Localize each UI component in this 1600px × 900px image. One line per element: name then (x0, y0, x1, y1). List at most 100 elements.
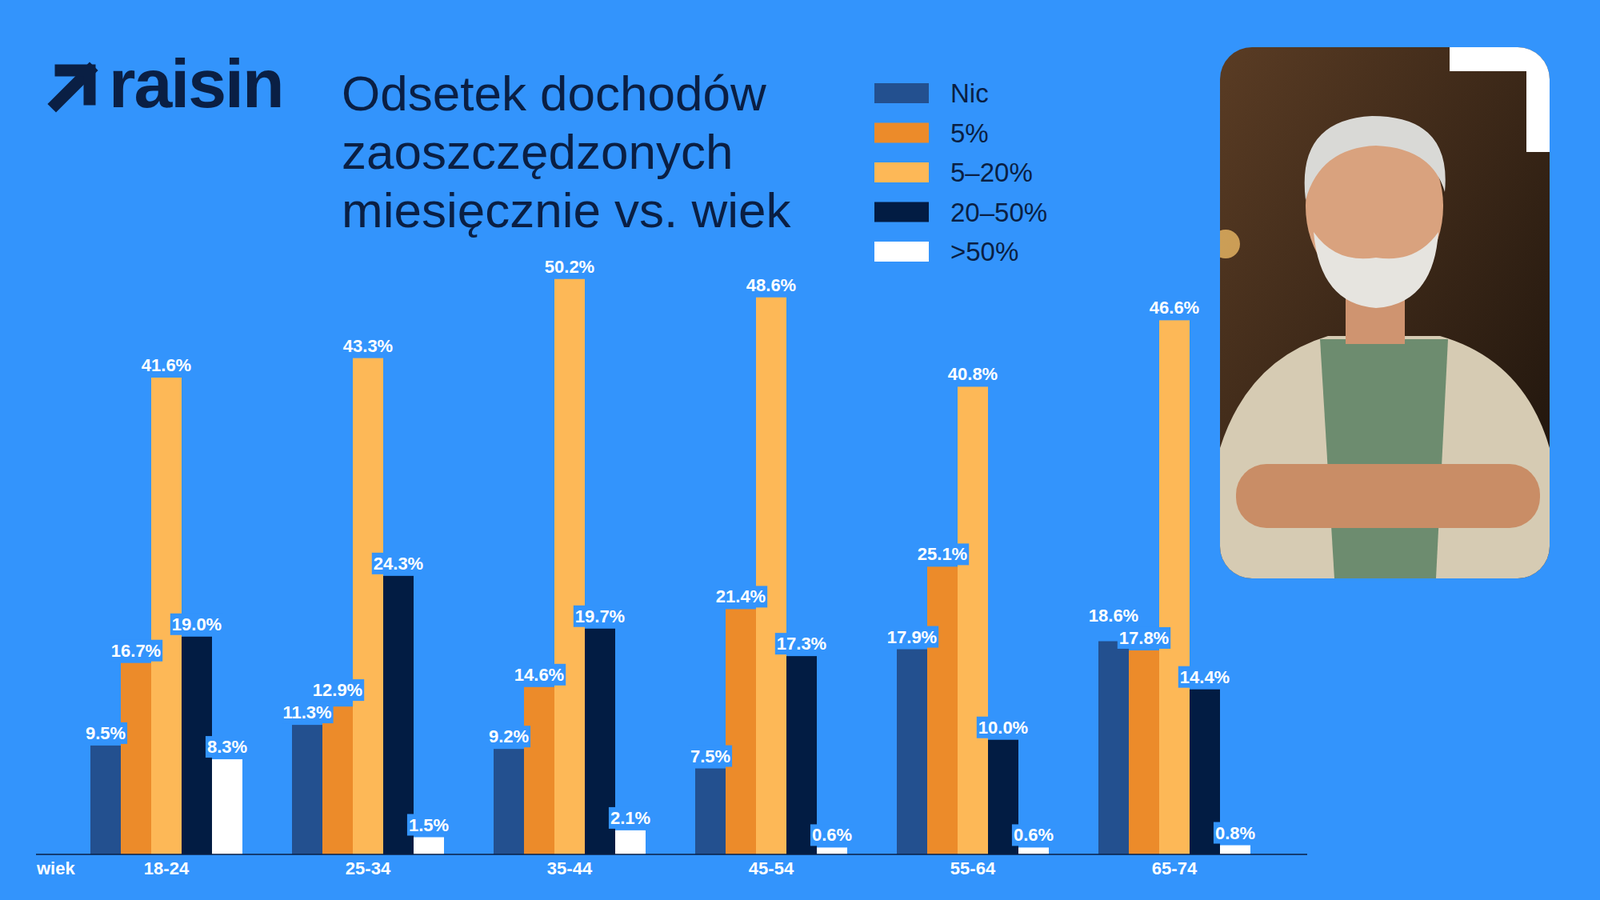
label-patch (608, 807, 652, 829)
logo-text: raisin (108, 44, 283, 122)
data-label: 1.5% (408, 815, 449, 836)
x-tick-label: 55-64 (950, 858, 996, 879)
data-label: 14.6% (514, 664, 564, 685)
data-label: 11.3% (282, 702, 332, 723)
label-patch (714, 585, 768, 608)
label-patch (372, 552, 425, 575)
legend-swatch (874, 123, 929, 144)
logo: raisin (56, 44, 283, 122)
x-tick-label: 45-54 (748, 858, 795, 879)
data-label: 19.0% (172, 614, 222, 635)
chart-root: raisin Odsetek dochodówzaoszczędzonychmie… (0, 0, 1600, 900)
bar (1018, 847, 1049, 855)
data-label: 7.5% (690, 746, 731, 767)
bar (120, 663, 152, 855)
label-patch (170, 613, 224, 636)
photo-tee (1320, 339, 1448, 579)
data-label: 18.6% (1088, 605, 1139, 626)
legend-swatch (874, 83, 929, 104)
label-patch (688, 745, 732, 768)
data-label: 17.3% (776, 633, 827, 654)
label-patch (407, 814, 451, 836)
x-axis-line (36, 853, 1308, 856)
label-patch (916, 543, 969, 565)
data-label: 48.6% (746, 275, 796, 296)
bars (90, 279, 1251, 855)
data-label: 12.9% (312, 680, 363, 700)
label-patch (512, 664, 566, 686)
label-patch (810, 824, 854, 846)
bar (1220, 845, 1251, 855)
bar (1159, 320, 1190, 855)
label-patch (311, 679, 364, 701)
photo-arms (1236, 464, 1540, 528)
data-label: 43.3% (343, 336, 393, 356)
data-label: 16.7% (111, 640, 161, 661)
bar (896, 649, 928, 855)
x-axis: 18-2425-3435-4445-5455-6465-74wiek (36, 854, 1308, 879)
bar (413, 837, 444, 855)
title-line: Odsetek dochodów (341, 65, 767, 121)
photo-beard (1313, 232, 1439, 308)
x-tick-label: 18-24 (144, 858, 190, 879)
bar (554, 279, 585, 855)
photo-bg (1220, 47, 1550, 579)
x-tick-label: 25-34 (345, 858, 392, 879)
data-label: 0.6% (812, 824, 852, 845)
label-patch (487, 725, 531, 748)
bar (1098, 641, 1129, 855)
bar (725, 608, 756, 855)
data-label: 17.9% (887, 627, 937, 648)
data-label: 40.8% (948, 364, 998, 384)
bar (383, 576, 414, 855)
label-patch (109, 640, 163, 662)
label-patch (1178, 666, 1232, 688)
background (0, 0, 1600, 900)
title-line: zaoszczędzonych (341, 124, 733, 180)
data-label: 9.2% (488, 726, 529, 747)
bar (615, 830, 646, 855)
photo-corner (1449, 59, 1539, 152)
label-patch (1117, 627, 1171, 649)
data-label: 0.8% (1215, 823, 1256, 844)
legend: Nic5%5–20%20–50%>50% (874, 78, 1048, 267)
label-patch (1012, 824, 1056, 846)
legend-label: 5–20% (950, 157, 1033, 188)
bar (756, 297, 787, 855)
legend-swatch (874, 162, 929, 183)
label-patch (775, 632, 828, 655)
data-label: 24.3% (373, 553, 424, 574)
legend-swatch (874, 241, 929, 262)
label-patch (280, 701, 333, 724)
bar (322, 706, 353, 855)
bar (1128, 650, 1160, 855)
title-line: miesięcznie vs. wiek (341, 182, 792, 238)
bar (212, 759, 243, 855)
label-patch (205, 736, 249, 758)
data-label: 21.4% (716, 586, 766, 607)
logo-arrow-head (60, 70, 90, 100)
legend-label: 5% (950, 118, 989, 148)
data-label: 46.6% (1149, 297, 1200, 318)
legend-label: 20–50% (950, 197, 1048, 228)
label-patch (885, 626, 939, 648)
bar (90, 745, 121, 855)
bar (292, 724, 323, 855)
bar (927, 566, 958, 855)
data-labels: 8.3%9.5%16.7%19.0%41.6%1.5%11.3%12.9%24.… (84, 256, 1257, 847)
label-patch (573, 605, 627, 628)
photo-hair (1304, 116, 1446, 200)
bar (493, 748, 524, 855)
label-patch (84, 722, 128, 744)
bar (816, 847, 848, 855)
logo-arrow (56, 70, 90, 104)
label-patch (1213, 822, 1257, 844)
data-label: 25.1% (917, 544, 968, 564)
legend-label: Nic (950, 78, 989, 108)
data-label: 2.1% (610, 808, 651, 828)
data-label: 41.6% (141, 355, 192, 376)
label-patch (976, 716, 1030, 739)
chart-title: Odsetek dochodówzaoszczędzonychmiesięczn… (341, 65, 792, 238)
legend-swatch (874, 202, 929, 223)
x-tick-label: 65-74 (1152, 858, 1198, 879)
